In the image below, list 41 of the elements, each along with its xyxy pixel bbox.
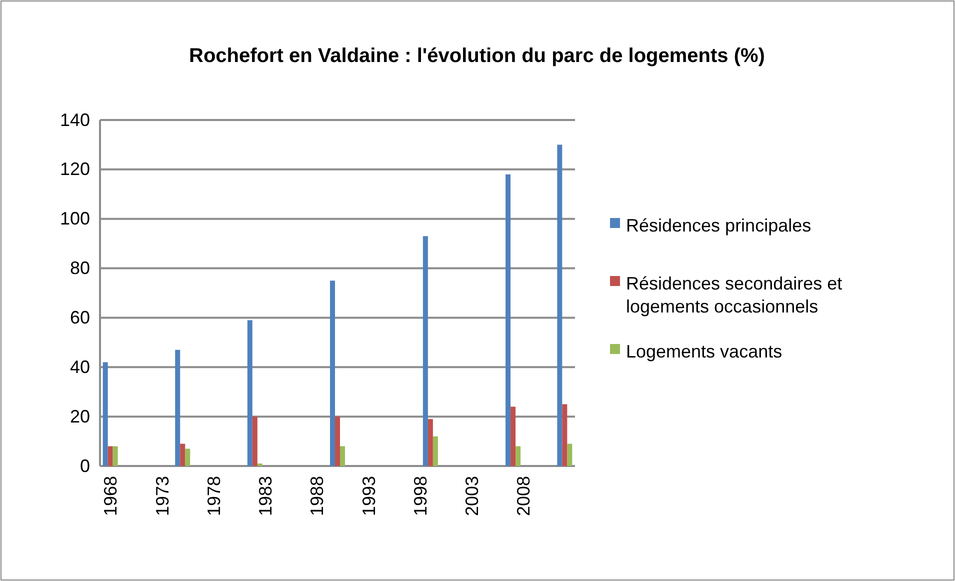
x-tick-label: 2003 [462,476,482,516]
bar [506,174,511,466]
bar [567,444,572,466]
legend-label: Résidences secondaires et logements occasionnels [626,273,842,317]
bar [112,446,118,466]
y-tick-label: 80 [70,258,90,278]
bar [562,404,568,466]
y-tick-label: 100 [60,208,90,229]
bar [330,280,335,466]
x-tick-label: 1978 [204,476,224,516]
x-tick-label: 2008 [514,476,534,516]
bar [510,406,516,466]
y-tick-label: 0 [80,456,90,476]
bar [422,236,428,466]
bar [557,144,562,466]
bar [428,419,433,466]
bar [516,446,521,466]
x-tick-label: 1998 [410,476,430,516]
x-tick-label: 1993 [358,476,379,516]
bar [247,320,252,466]
x-tick-label: 1983 [256,476,276,516]
bar [175,350,180,466]
legend-label: Résidences principales [626,215,812,236]
bar [335,416,340,466]
bar [340,446,345,466]
bar [102,362,108,466]
y-tick-label: 20 [70,406,90,426]
y-tick-label: 60 [70,307,90,328]
bar [252,416,258,466]
bar [180,444,186,466]
bar [185,448,190,466]
bar [108,446,113,466]
y-tick-label: 40 [70,356,90,377]
x-tick-label: 1988 [307,476,328,516]
chart-title: Rochefort en Valdaine : l'évolution du parc de logements (%) [189,45,765,67]
legend-label: Logements vacants [626,341,782,362]
x-tick-label: 1968 [100,476,121,516]
y-tick-label: 120 [60,159,90,180]
x-tick-label: 1973 [152,476,172,516]
bar [432,436,438,466]
y-tick-label: 140 [60,110,90,130]
